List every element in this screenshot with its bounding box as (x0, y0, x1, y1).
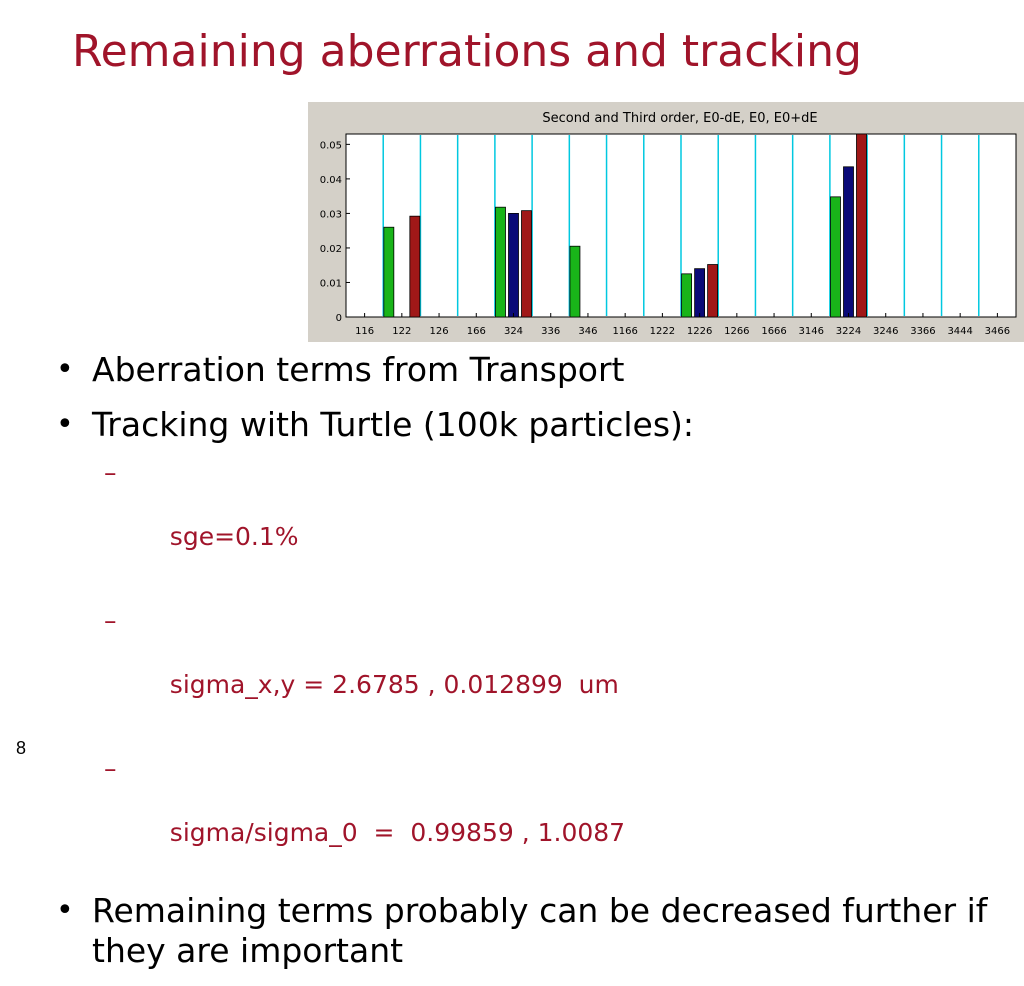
y-tick-label: 0 (336, 313, 342, 324)
bar-324-series-3 (521, 210, 532, 318)
x-tick-label: 1226 (687, 326, 712, 337)
x-tick-label: 324 (504, 326, 523, 337)
slide-number: 8 (16, 738, 27, 758)
x-tick-label: 1166 (612, 326, 637, 337)
x-tick-label: 1666 (761, 326, 786, 337)
x-tick-label: 116 (355, 326, 374, 337)
x-axis-ticks: 116 122 126 166 324 336 346 1166 1222 1226 1266 166… (355, 313, 1010, 337)
bar-3224-series-1 (830, 196, 841, 318)
y-tick-label: 0.03 (320, 209, 342, 220)
slide-title: Remaining aberrations and tracking (72, 26, 862, 77)
x-tick-label: 3224 (836, 326, 861, 337)
category-separators (382, 135, 980, 316)
bullet-remaining-terms: • Remaining terms probably can be decrea… (52, 891, 1002, 971)
y-tick-label: 0.04 (320, 175, 342, 186)
bullet-text: Aberration terms from Transport (92, 350, 625, 389)
y-tick-label: 0.02 (320, 244, 342, 255)
bullet-aberration-terms: • Aberration terms from Transport (52, 350, 1002, 390)
subbullet-sge: – sge=0.1% (52, 457, 1002, 585)
subbullet-sigma-ratio: – sigma/sigma_0 = 0.99859 , 1.0087 (52, 753, 1002, 881)
bar-1226-series-1 (681, 273, 693, 318)
x-tick-label: 336 (541, 326, 560, 337)
bar-324-series-2 (508, 213, 519, 318)
bar-3224-series-2 (843, 166, 854, 318)
y-tick-label: 0.05 (320, 140, 342, 151)
bullet-marker: • (56, 352, 74, 387)
x-tick-label: 3246 (873, 326, 898, 337)
subbullet-text: sigma/sigma_0 = 0.99859 , 1.0087 (169, 818, 626, 847)
bar-346-series-1 (569, 245, 581, 318)
subbullet-marker: – (104, 458, 117, 487)
subbullet-sigma-xy: – sigma_x,y = 2.6785 , 0.012899 um (52, 605, 1002, 733)
subbullet-text: sge=0.1% (169, 522, 299, 551)
x-tick-label: 3466 (985, 326, 1010, 337)
x-tick-label: 126 (430, 326, 449, 337)
bar-1226-series-2 (694, 268, 706, 318)
bar-122-series-1 (383, 226, 395, 318)
bars (383, 133, 867, 318)
subbullet-marker: – (104, 754, 117, 783)
bullet-tracking: • Tracking with Turtle (100k particles): (52, 405, 1002, 445)
x-tick-label: 1266 (724, 326, 749, 337)
bar-324-series-1 (495, 206, 506, 318)
chart-svg: Second and Third order, E0-dE, E0, E0+dE… (320, 111, 1017, 337)
bar-3224-series-3 (856, 133, 867, 318)
x-tick-label: 166 (467, 326, 486, 337)
x-tick-label: 346 (578, 326, 597, 337)
x-tick-label: 3366 (910, 326, 935, 337)
y-tick-label: 0.01 (320, 278, 342, 289)
bar-1226-series-3 (707, 264, 719, 318)
bullet-list: • Aberration terms from Transport • Trac… (52, 350, 1002, 986)
x-tick-label: 3444 (947, 326, 972, 337)
aberration-chart: Second and Third order, E0-dE, E0, E0+dE… (308, 102, 1024, 342)
bullet-marker: • (56, 407, 74, 442)
chart-title: Second and Third order, E0-dE, E0, E0+dE (542, 111, 817, 126)
y-axis-ticks: 0 0.01 0.02 0.03 0.04 0.05 (320, 140, 350, 324)
subbullet-marker: – (104, 606, 117, 635)
x-tick-label: 3146 (799, 326, 824, 337)
x-tick-label: 122 (392, 326, 411, 337)
bar-122-series-3 (409, 215, 421, 318)
bullet-text: Remaining terms probably can be decrease… (92, 891, 988, 970)
x-tick-label: 1222 (650, 326, 675, 337)
bullet-text: Tracking with Turtle (100k particles): (92, 405, 695, 444)
bullet-marker: • (56, 893, 74, 928)
subbullet-text: sigma_x,y = 2.6785 , 0.012899 um (169, 670, 619, 699)
